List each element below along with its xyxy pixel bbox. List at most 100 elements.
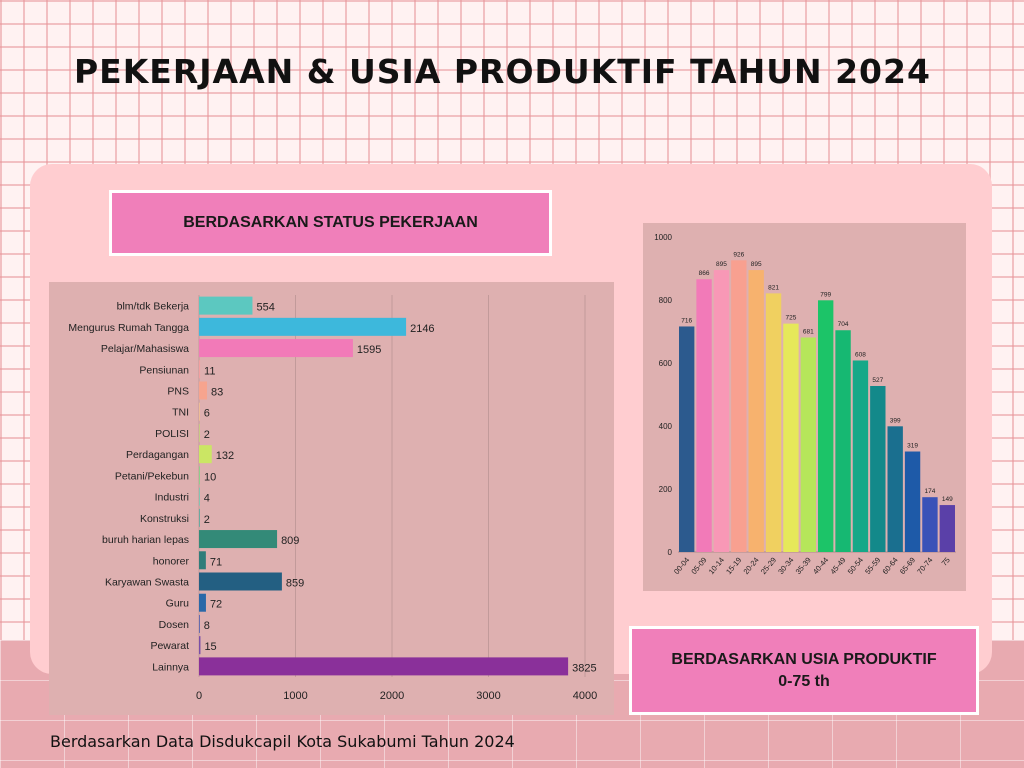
data-label: 716	[681, 317, 692, 324]
category-label: Pelajar/Mahasiswa	[101, 343, 189, 355]
data-label: 3825	[572, 662, 596, 674]
bar	[199, 296, 253, 315]
data-label: 926	[733, 251, 744, 258]
status-chart-card: 0 1000 2000 3000 4000 blm/tdk Bekerja 554 Mengu…	[49, 282, 614, 715]
data-label: 821	[768, 284, 779, 291]
bar	[199, 636, 201, 655]
category-label: TNI	[172, 407, 189, 419]
x-tick-label: 2000	[380, 690, 404, 702]
category-label: honorer	[153, 555, 190, 567]
y-tick-label: 0	[668, 548, 673, 557]
bar	[199, 530, 278, 549]
y-tick-label: 200	[659, 485, 673, 494]
data-label: 527	[872, 377, 883, 384]
bar	[199, 657, 569, 676]
status-bar-chart: 0 1000 2000 3000 4000 blm/tdk Bekerja 554 Mengu…	[68, 295, 597, 702]
footer-source: Berdasarkan Data Disdukcapil Kota Sukabu…	[50, 732, 515, 751]
bar	[199, 487, 200, 506]
y-tick-label: 800	[659, 296, 673, 305]
bar	[713, 270, 730, 552]
bar	[679, 326, 695, 552]
bar	[199, 572, 282, 591]
data-label: 6	[204, 408, 210, 420]
bar	[887, 426, 903, 552]
data-label: 2	[204, 429, 210, 441]
x-tick-label: 10-14	[707, 556, 726, 576]
bar	[199, 339, 353, 358]
category-label: Guru	[166, 598, 190, 610]
data-label: 1595	[357, 344, 381, 356]
data-label: 72	[210, 599, 222, 611]
bar	[731, 260, 747, 552]
age-section-label: BERDASARKAN USIA PRODUKTIF 0-75 th	[632, 629, 976, 712]
data-label: 895	[751, 261, 762, 268]
category-label: Petani/Pekebun	[115, 470, 189, 482]
data-label: 8	[204, 620, 210, 632]
status-section-label-text: BERDASARKAN STATUS PEKERJAAN	[183, 214, 478, 231]
x-tick-label: 65-69	[898, 556, 917, 576]
data-label: 704	[838, 321, 849, 328]
data-label: 399	[890, 417, 901, 424]
x-tick-label: 30-34	[776, 556, 795, 576]
data-label: 4	[204, 493, 210, 505]
bar	[199, 551, 206, 570]
category-label: Karyawan Swasta	[105, 577, 189, 589]
data-label: 83	[211, 387, 223, 399]
data-label: 71	[210, 556, 222, 568]
x-tick-label: 4000	[573, 690, 597, 702]
y-tick-label: 600	[659, 359, 673, 368]
category-label: buruh harian lepas	[102, 534, 189, 546]
bar	[800, 337, 816, 552]
category-label: POLISI	[155, 428, 189, 440]
category-label: Pensiunan	[139, 364, 189, 376]
category-label: Pewarat	[150, 640, 189, 652]
bar	[199, 402, 200, 421]
status-section-label: BERDASARKAN STATUS PEKERJAAN	[112, 193, 549, 253]
bar	[199, 360, 201, 379]
x-tick-label: 20-24	[741, 556, 760, 576]
data-label: 799	[820, 291, 831, 298]
x-tick-label: 75	[940, 556, 952, 568]
bar	[199, 508, 200, 527]
data-label: 725	[786, 315, 797, 322]
age-chart-card: 0 200 400 600 800 1000 716 00-04 866 05-09 895 10-1…	[643, 223, 966, 591]
x-tick-label: 05-09	[689, 556, 708, 576]
category-label: blm/tdk Bekerja	[117, 301, 190, 313]
data-label: 866	[699, 270, 710, 277]
data-label: 681	[803, 328, 814, 335]
x-tick-label: 0	[196, 690, 202, 702]
data-label: 2	[204, 514, 210, 526]
data-label: 608	[855, 351, 866, 358]
bar	[835, 330, 851, 552]
data-label: 15	[204, 641, 216, 653]
data-label: 149	[942, 496, 953, 503]
data-label: 319	[907, 443, 918, 450]
data-label: 554	[256, 302, 274, 314]
x-tick-label: 00-04	[672, 556, 691, 576]
data-label: 859	[286, 578, 304, 590]
y-tick-label: 400	[659, 422, 673, 431]
bar	[199, 381, 208, 400]
bar	[852, 360, 869, 552]
x-tick-label: 60-64	[880, 556, 899, 576]
category-label: PNS	[167, 386, 189, 398]
bar	[199, 466, 200, 485]
bar	[922, 497, 938, 552]
bar	[870, 385, 886, 552]
category-label: Industri	[155, 492, 189, 504]
bar	[199, 593, 206, 612]
data-label: 809	[281, 535, 299, 547]
category-label: Lainnya	[152, 661, 189, 673]
data-label: 132	[216, 450, 234, 462]
bar	[199, 614, 200, 633]
x-tick-label: 3000	[476, 690, 500, 702]
bar	[783, 323, 799, 552]
y-tick-label: 1000	[654, 233, 672, 242]
x-tick-label: 70-74	[915, 556, 934, 576]
bar	[696, 279, 712, 552]
category-label: Perdagangan	[126, 449, 189, 461]
bar	[199, 445, 212, 464]
bar	[818, 300, 834, 552]
category-label: Konstruksi	[140, 513, 189, 525]
age-section-label-line2: 0-75 th	[778, 672, 830, 690]
